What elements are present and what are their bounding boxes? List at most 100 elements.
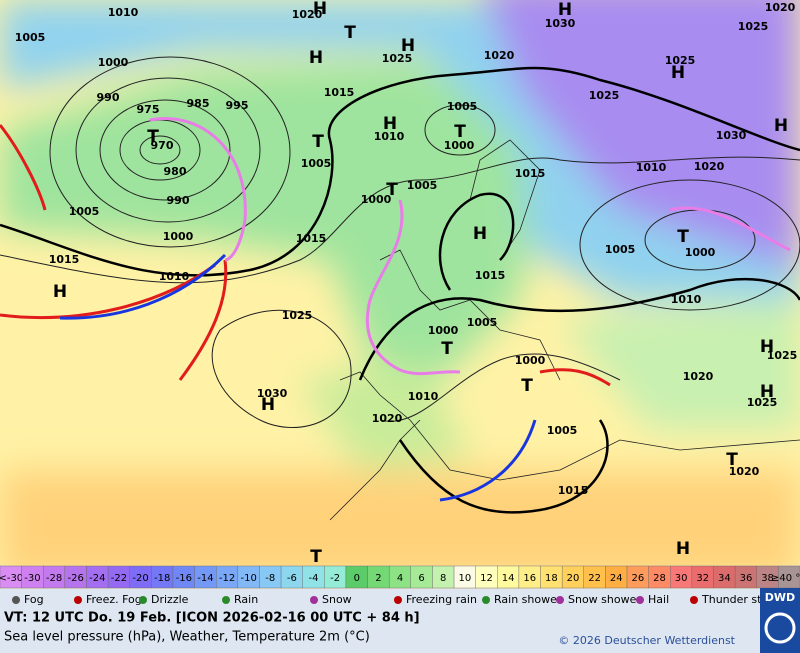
weather-label: Snow	[322, 593, 352, 606]
scale-label: -10	[240, 573, 256, 584]
isobar-label: 995	[226, 99, 249, 112]
pressure-center: T	[310, 547, 322, 567]
scale-label: 18	[545, 573, 558, 584]
scale-label: -12	[219, 573, 235, 584]
isobar-label: 1020	[765, 1, 796, 14]
isobar-label: 1010	[374, 130, 405, 143]
weather-icon	[310, 596, 318, 604]
fronts	[0, 117, 791, 502]
isobar-label: 1000	[428, 324, 459, 337]
scale-label: -30	[24, 573, 40, 584]
weather-label: Drizzle	[151, 593, 189, 606]
isobar-label: 1025	[767, 349, 798, 362]
pressure-center: T	[312, 132, 324, 152]
pressure-center: T	[726, 450, 738, 470]
pressure-center: H	[760, 382, 774, 402]
scale-label: 16	[523, 573, 536, 584]
isobar-label: 975	[137, 103, 160, 116]
scale-label: 8	[440, 573, 446, 584]
pressure-center: T	[454, 122, 466, 142]
isobar-label: 1020	[292, 8, 323, 21]
scale-label: -6	[287, 573, 297, 584]
pressure-center: H	[313, 0, 327, 19]
pressure-center: H	[671, 63, 685, 83]
scale-label: 32	[696, 573, 709, 584]
weather-legend: Fog Freez. Fog Drizzle Rain Snow Freezing rai…	[12, 593, 783, 606]
pressure-center: H	[558, 0, 572, 20]
weather-label: Snow shower	[568, 593, 641, 606]
coastlines	[329, 139, 800, 521]
isobar-label: 1015	[558, 484, 589, 497]
isobar-label: 1000	[515, 354, 546, 367]
scale-label: -14	[197, 573, 213, 584]
pressure-center: T	[344, 23, 356, 43]
isobar-label: 1005	[69, 205, 100, 218]
pressure-center: T	[386, 180, 398, 200]
pressure-center: H	[401, 36, 415, 56]
isobar-label: 1015	[324, 86, 355, 99]
weather-label: Freez. Fog	[86, 593, 142, 606]
isobar-label: 1005	[447, 100, 478, 113]
weather-icon	[636, 596, 644, 604]
scale-label: 34	[718, 573, 731, 584]
scale-label: 20	[567, 573, 580, 584]
scale-label: 22	[588, 573, 601, 584]
scale-label: -18	[154, 573, 170, 584]
valid-time: VT: 12 UTC Do. 19 Feb. [ICON 2026-02-16 …	[4, 611, 420, 626]
isobar-label: 1025	[747, 396, 778, 409]
isobar-label: 1010	[636, 161, 667, 174]
scale-label: 14	[502, 573, 515, 584]
isobar-label: 1005	[407, 179, 438, 192]
isobar-label: 1030	[716, 129, 747, 142]
pressure-center: H	[473, 224, 487, 244]
scale-label: -20	[132, 573, 148, 584]
pressure-center: H	[774, 116, 788, 136]
isobar-label: 1010	[671, 293, 702, 306]
isobar-label: 1025	[589, 89, 620, 102]
isobar-label: 1010	[108, 6, 139, 19]
isobar-label: 990	[97, 91, 120, 104]
isobar-label: 1005	[15, 31, 46, 44]
isobar-label: 1000	[685, 246, 716, 259]
scale-label: ≥40 °C	[771, 573, 800, 584]
isobar-label: 1025	[382, 52, 413, 65]
weather-label: Freezing rain	[406, 593, 477, 606]
scale-label: 28	[653, 573, 666, 584]
scale-label: 2	[375, 573, 381, 584]
scale-label: 4	[397, 573, 403, 584]
scale-label: -8	[265, 573, 275, 584]
isobar-label: 1015	[515, 167, 546, 180]
pressure-center: H	[261, 395, 275, 415]
scale-label: -26	[68, 573, 84, 584]
isobar-label: 1010	[408, 390, 439, 403]
scale-label: 6	[418, 573, 424, 584]
pressure-center: H	[760, 337, 774, 357]
isobar-label: 1000	[98, 56, 129, 69]
isobar-label: 1015	[296, 232, 327, 245]
weather-icon	[222, 596, 230, 604]
scale-label: <-30	[0, 573, 23, 584]
isobar-label: 1020	[694, 160, 725, 173]
weather-label: Fog	[24, 593, 44, 606]
isobar-label: 980	[164, 165, 187, 178]
pressure-center: T	[677, 227, 689, 247]
pressure-center: T	[521, 376, 533, 396]
temperature-scale: <-30 -30 -28 -26 -24 -22 -20 -18 -16 -14 -12 -10 -8-…	[0, 565, 800, 589]
weather-icon	[74, 596, 82, 604]
main-isobars	[0, 66, 800, 514]
isobar-labels: 1010 1005 1000 990 975 970 985 995 980 990 1000 100…	[15, 1, 798, 497]
pressure-center: H	[676, 539, 690, 559]
pressure-center: T	[147, 127, 159, 147]
isobar-label: 1005	[605, 243, 636, 256]
isobar-label: 1005	[301, 157, 332, 170]
logo-icon	[764, 612, 796, 644]
scale-label: -22	[111, 573, 127, 584]
weather-label: Rain shower	[494, 593, 562, 606]
scale-label: 0	[354, 573, 360, 584]
scale-label: -24	[89, 573, 105, 584]
isobar-label: 1030	[257, 387, 288, 400]
isobar-label: 1020	[372, 412, 403, 425]
